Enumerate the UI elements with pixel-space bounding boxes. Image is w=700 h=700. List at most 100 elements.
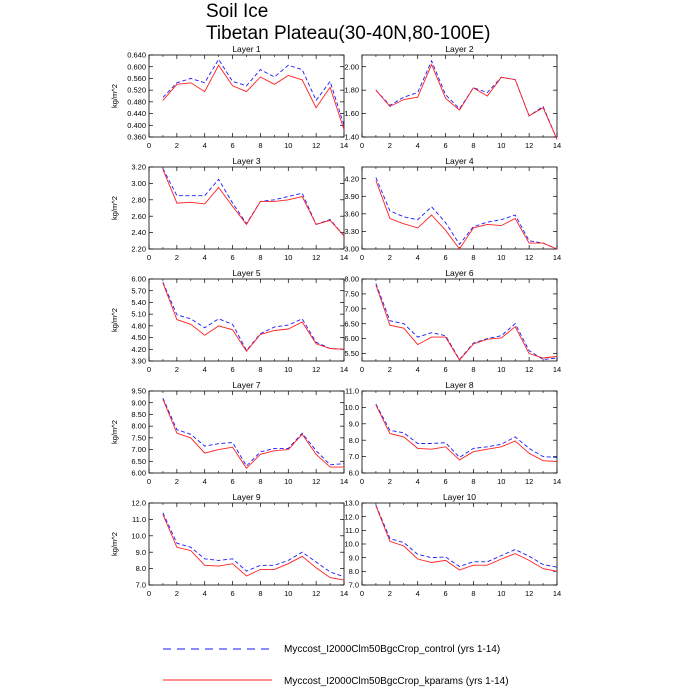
x-tick-label: 12	[525, 253, 533, 262]
x-tick-label: 12	[312, 141, 320, 150]
series-line-control	[375, 177, 558, 250]
panel-layer-9: Layer 9 0 2 4 6 8 10 12 14 7.0 8.0 9.0 10.0 11.0 12.0 k…	[110, 492, 348, 598]
y-tick-label: 8.0	[349, 567, 359, 576]
x-tick-label: 2	[175, 589, 179, 598]
x-tick-label: 4	[416, 253, 420, 262]
x-tick-label: 0	[360, 477, 364, 486]
panel-title: Layer 7	[232, 380, 261, 390]
x-tick-label: 10	[284, 589, 292, 598]
y-tick-label: 2.80	[131, 195, 146, 204]
x-tick-label: 4	[203, 589, 207, 598]
x-tick-label: 12	[525, 589, 533, 598]
x-tick-label: 10	[497, 141, 505, 150]
y-tick-label: 9.0	[349, 419, 359, 428]
legend-label-control: Myccost_I2000Clm50BgcCrop_control (yrs 1…	[284, 644, 500, 655]
y-tick-label: 6.50	[344, 319, 359, 328]
y-axis-label: kg/m^2	[110, 308, 119, 332]
plot-frame	[361, 278, 558, 362]
plot-frame	[148, 390, 345, 474]
y-tick-label: 6.0	[349, 469, 359, 478]
x-tick-label: 2	[388, 253, 392, 262]
x-tick-label: 0	[147, 589, 151, 598]
figure-title: Soil Ice	[206, 1, 268, 22]
x-tick-label: 0	[360, 589, 364, 598]
x-tick-label: 14	[340, 365, 348, 374]
x-tick-label: 10	[284, 365, 292, 374]
x-tick-label: 6	[443, 365, 447, 374]
x-tick-label: 6	[230, 141, 234, 150]
x-tick-label: 0	[147, 253, 151, 262]
series-line-kparams	[162, 514, 345, 581]
y-tick-label: 3.90	[344, 192, 359, 201]
x-tick-label: 0	[360, 141, 364, 150]
y-tick-label: 11.0	[345, 526, 359, 535]
series-line-kparams	[162, 282, 345, 352]
x-tick-label: 8	[471, 141, 475, 150]
y-tick-label: 12.0	[131, 499, 146, 508]
y-tick-label: 7.50	[131, 433, 146, 442]
series-line-kparams	[375, 284, 558, 361]
panel-layer-2: Layer 2 0 2 4 6 8 10 12 14 1.40 1.60 1.80 2.00	[344, 44, 561, 150]
legend: Myccost_I2000Clm50BgcCrop_control (yrs 1…	[163, 644, 509, 687]
y-tick-label: 0.640	[127, 51, 146, 60]
y-tick-label: 4.50	[131, 333, 146, 342]
x-tick-label: 14	[553, 477, 561, 486]
x-tick-label: 6	[443, 253, 447, 262]
x-tick-label: 0	[147, 141, 151, 150]
y-tick-label: 8.0	[349, 436, 359, 445]
x-tick-label: 6	[230, 589, 234, 598]
x-tick-label: 12	[312, 253, 320, 262]
x-tick-label: 10	[497, 589, 505, 598]
x-tick-label: 2	[175, 477, 179, 486]
y-tick-label: 11.0	[345, 387, 359, 396]
x-tick-label: 2	[175, 365, 179, 374]
y-tick-label: 1.40	[344, 133, 359, 142]
series-line-control	[162, 512, 345, 578]
plot-frame	[148, 54, 345, 138]
panel-layer-10: Layer 10 0 2 4 6 8 10 12 14 7.0 8.0 9.0 10.0 11.0 12.0…	[344, 492, 561, 598]
x-tick-label: 8	[471, 253, 475, 262]
series-line-control	[162, 58, 345, 126]
y-tick-label: 9.0	[349, 553, 359, 562]
panel-layer-8: Layer 8 0 2 4 6 8 10 12 14 6.0 7.0 8.0 9.0 10.0 11.0	[344, 380, 561, 486]
series-line-kparams	[162, 169, 345, 237]
x-tick-label: 8	[471, 589, 475, 598]
y-tick-label: 8.0	[136, 564, 146, 573]
y-tick-label: 12.0	[344, 512, 359, 521]
x-tick-label: 0	[360, 365, 364, 374]
x-tick-label: 14	[340, 589, 348, 598]
panel-grid: Layer 10 2 4 6 8 10 12 140.3600.4000.4400.4800.…	[110, 44, 561, 598]
x-tick-label: 6	[230, 253, 234, 262]
panel-title: Layer 9	[232, 492, 261, 502]
y-tick-label: 3.60	[344, 209, 359, 218]
y-tick-label: 6.50	[131, 457, 146, 466]
series-line-control	[375, 283, 558, 361]
x-tick-label: 2	[388, 477, 392, 486]
y-tick-label: 0.440	[127, 109, 146, 118]
x-tick-label: 2	[388, 141, 392, 150]
plot-frame	[361, 502, 558, 586]
x-tick-label: 4	[203, 365, 207, 374]
x-tick-label: 6	[443, 589, 447, 598]
x-tick-label: 6	[230, 365, 234, 374]
y-tick-label: 7.50	[344, 290, 359, 299]
x-tick-label: 2	[175, 253, 179, 262]
x-tick-label: 6	[443, 477, 447, 486]
x-tick-label: 8	[258, 253, 262, 262]
x-tick-label: 2	[175, 141, 179, 150]
series-line-control	[375, 504, 558, 568]
x-tick-label: 4	[416, 589, 420, 598]
panel-title: Layer 2	[445, 44, 474, 54]
x-tick-label: 6	[230, 477, 234, 486]
y-tick-label: 3.90	[131, 357, 146, 366]
panel-layer-5: Layer 5 0 2 4 6 8 10 12 14 3.90 4.20 4.50 4.80 5.10 5.…	[110, 268, 348, 374]
y-tick-label: 7.0	[349, 452, 359, 461]
plot-frame	[361, 54, 558, 138]
y-tick-label: 7.0	[349, 581, 359, 590]
panel-title: Layer 8	[445, 380, 474, 390]
panel-layer-7: Layer 7 0 2 4 6 8 10 12 14 6.00 6.50 7.00 7.50 8.00 8.…	[110, 380, 348, 486]
x-tick-label: 12	[312, 365, 320, 374]
y-axis-label: kg/m^2	[110, 84, 119, 108]
y-tick-label: 9.00	[131, 398, 146, 407]
x-tick-label: 6	[443, 141, 447, 150]
